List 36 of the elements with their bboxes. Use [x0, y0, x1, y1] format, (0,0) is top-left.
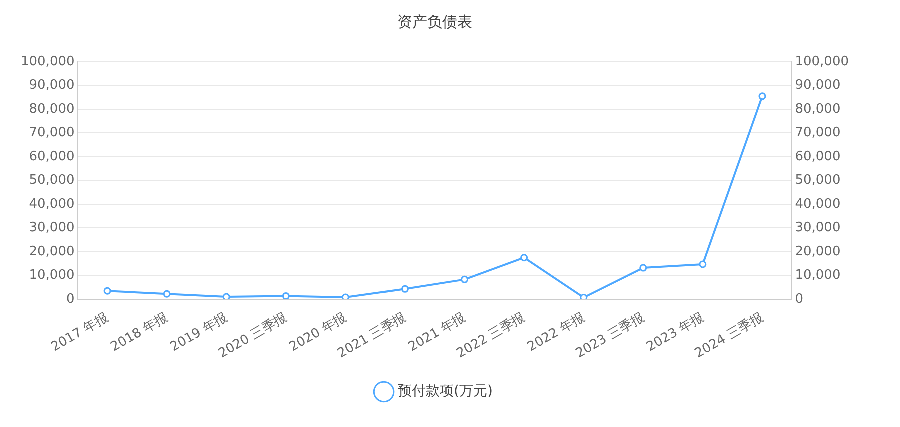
- y-tick-label: 0: [66, 292, 75, 307]
- y2-tick-label: 80,000: [795, 102, 841, 117]
- y2-tick-label: 60,000: [795, 149, 841, 164]
- y-tick-label: 40,000: [29, 196, 75, 212]
- y-tick-label: 30,000: [29, 220, 75, 236]
- chart-title: 资产负债表: [398, 12, 472, 31]
- y2-tick-label: 90,000: [795, 78, 841, 94]
- legend-label: 预付款项(万元): [398, 384, 493, 400]
- y-tick-label: 20,000: [29, 244, 75, 260]
- point: [401, 285, 409, 293]
- y-tick-label: 70,000: [29, 126, 75, 141]
- point: [699, 260, 707, 268]
- y-tick-label: 90,000: [29, 78, 75, 94]
- point: [104, 287, 112, 295]
- y2-tick-label: 20,000: [795, 244, 841, 260]
- point: [342, 294, 350, 300]
- y2-tick-label: 10,000: [795, 268, 841, 284]
- point: [758, 92, 766, 100]
- y-tick-label: 60,000: [29, 149, 75, 164]
- y-tick-label: 50,000: [29, 173, 75, 188]
- point: [520, 254, 528, 262]
- point: [222, 293, 230, 300]
- y-tick-label: 10,000: [29, 268, 75, 284]
- y2-tick-label: 0: [795, 292, 804, 307]
- point: [580, 294, 588, 300]
- point: [282, 292, 290, 300]
- point: [163, 290, 171, 298]
- y2-tick-label: 50,000: [795, 173, 841, 188]
- y2-tick-label: 40,000: [795, 196, 841, 212]
- y2-tick-label: 30,000: [795, 220, 841, 236]
- y-tick-label: 80,000: [29, 102, 75, 117]
- y2-tick-label: 70,000: [795, 126, 841, 141]
- y-tick-label: 100,000: [20, 54, 75, 70]
- point: [640, 264, 648, 272]
- point: [461, 276, 469, 284]
- y2-tick-label: 100,000: [795, 54, 850, 70]
